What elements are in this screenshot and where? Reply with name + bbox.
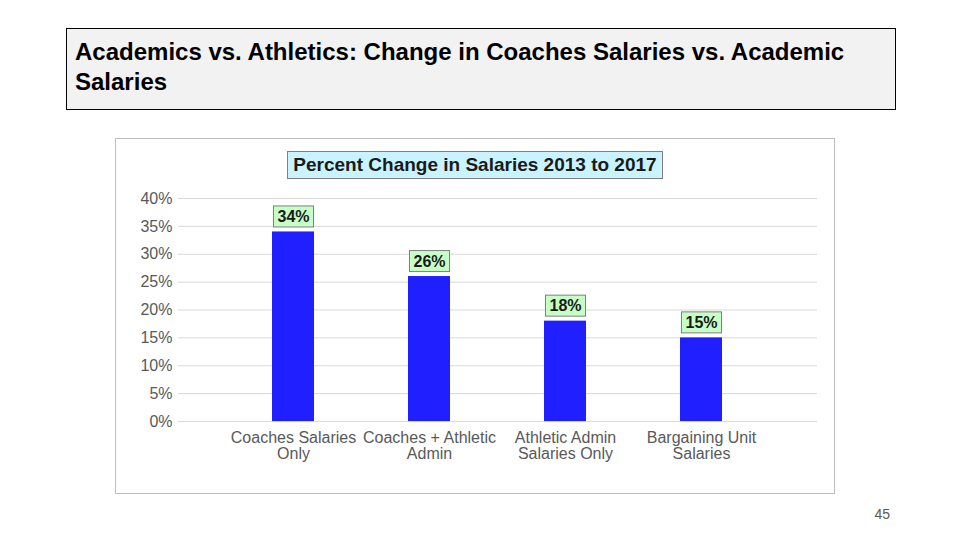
svg-text:18%: 18% [549,297,581,314]
svg-text:26%: 26% [413,253,445,270]
html-text:Percent Change in Salaries 201: Percent Change in Salaries 2013 to 2017 [293,154,657,175]
html-text:Academics vs. Athletics: Chang: Academics vs. Athletics: Change in Coach… [75,38,845,95]
svg-text:20%: 20% [140,301,172,318]
svg-text:Coaches SalariesOnly: Coaches SalariesOnly [231,429,356,462]
svg-text:30%: 30% [140,245,172,262]
svg-text:40%: 40% [140,190,172,207]
svg-text:34%: 34% [277,208,309,225]
svg-text:Coaches + AthleticAdmin: Coaches + AthleticAdmin [363,429,496,462]
svg-text:15%: 15% [685,314,717,331]
svg-text:10%: 10% [140,357,172,374]
svg-text:5%: 5% [149,385,172,402]
svg-text:15%: 15% [140,329,172,346]
svg-text:0%: 0% [149,413,172,430]
svg-text:35%: 35% [140,217,172,234]
html-text:45: 45 [874,506,890,522]
svg-text:Bargaining UnitSalaries: Bargaining UnitSalaries [647,429,757,462]
svg-text:Athletic AdminSalaries Only: Athletic AdminSalaries Only [515,429,616,462]
svg-text:25%: 25% [140,273,172,290]
